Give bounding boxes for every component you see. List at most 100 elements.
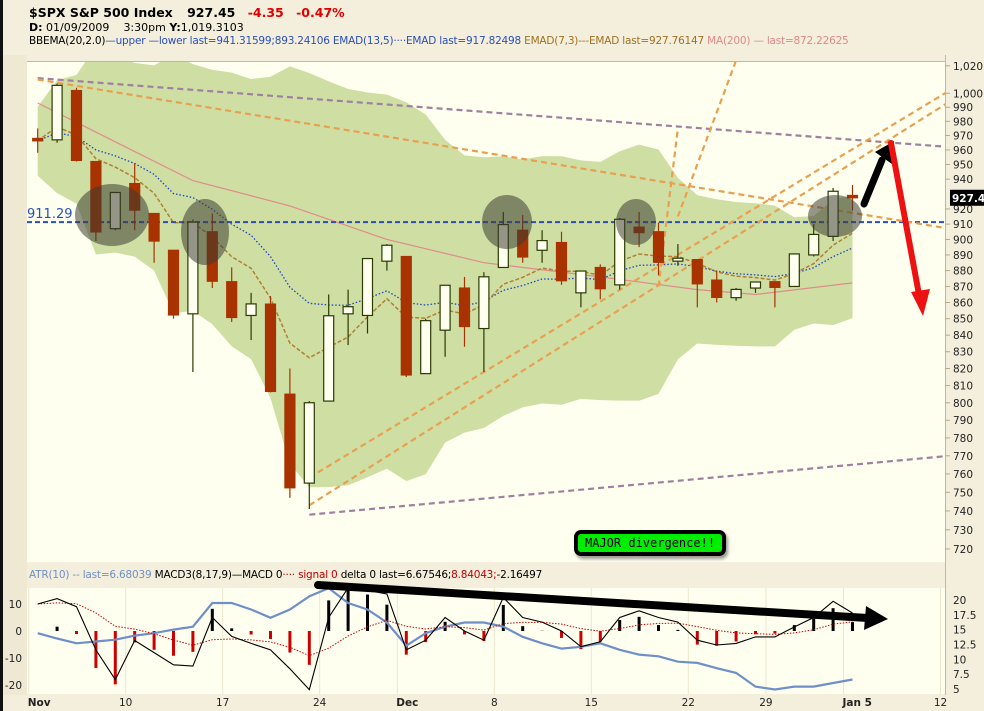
macd-histogram-bar (618, 620, 622, 631)
candle-body (749, 281, 762, 289)
y-tick-label: 740 (953, 506, 973, 518)
macd-histogram-bar (75, 631, 78, 635)
atr-tick-label: 15 (953, 625, 966, 637)
y-tick-label: 990 (953, 102, 973, 114)
ema7-last: EMAD last=927.76147 (588, 35, 705, 47)
x-tick-label: 15 (585, 697, 598, 709)
trendline (657, 128, 679, 287)
y-tick-label: 1,020 (953, 61, 983, 73)
macd-name: MACD3(8,17,9) (154, 569, 232, 581)
support-label: 911.29 (27, 207, 73, 222)
y-tick-label: 730 (953, 525, 973, 537)
y-tick-label: 960 (953, 145, 973, 157)
highlight-circle (616, 199, 656, 245)
y-tick-label: 900 (953, 234, 973, 246)
price-change-pct: -0.47% (296, 5, 345, 20)
x-tick-label: 29 (759, 697, 772, 709)
macd-histogram-bar (521, 626, 525, 631)
price-layers (27, 62, 945, 516)
atr-name: ATR(10) (29, 569, 70, 581)
macd-histogram-bar (191, 631, 195, 652)
candle-body (148, 212, 160, 242)
highlight-circle (181, 199, 229, 265)
bollinger-band (37, 62, 853, 488)
drawings (75, 140, 930, 316)
macd-histogram-bar (482, 631, 486, 642)
candle-body (167, 249, 180, 316)
y-label: Y: (169, 21, 181, 34)
candle-body (769, 281, 781, 288)
candle-body (652, 231, 665, 263)
candle-body (575, 270, 587, 294)
divergence-arrowhead-icon (864, 606, 888, 630)
divergence-arrow-icon (314, 581, 872, 622)
atr-line (37, 588, 853, 691)
atr-tick-label: 5 (953, 684, 960, 696)
highlight-circle (808, 195, 862, 237)
y-tick-label: 910 (953, 219, 973, 231)
macd-histogram-bar (501, 604, 505, 631)
y-tick-label: 970 (953, 131, 973, 143)
macd-tick-label: -20 (5, 680, 22, 692)
macd-histogram-bar (851, 622, 854, 631)
candle-body (711, 279, 723, 299)
ema13-name: EMAD(13,5) (332, 35, 394, 47)
y-tick-label: 800 (953, 398, 973, 410)
macd-histogram-bar (269, 631, 272, 640)
macd-histogram-bar (598, 631, 602, 642)
axes: 1,020 1,000 990 980 970 960 950 940 920 910 900 890… (5, 61, 984, 709)
macd-tick-label: 0 (15, 626, 22, 638)
macd-histogram-bar (113, 631, 117, 685)
price-badge (950, 189, 984, 206)
highlight-circle (75, 184, 149, 246)
y-tick-label: 1,000 (953, 88, 983, 100)
macd-histogram-bar (637, 616, 641, 631)
x-tick-label: Jan 5 (842, 697, 872, 709)
candle-body (555, 241, 568, 282)
macd-histogram-bar (230, 628, 234, 631)
y-tick-label: 870 (953, 281, 973, 293)
candle-body (303, 402, 315, 484)
y-tick-label: 940 (953, 174, 973, 186)
trendline (308, 103, 945, 507)
macd-histogram-bar (560, 631, 563, 638)
macd-plot (37, 581, 888, 691)
macd-histogram-bar (55, 626, 59, 631)
bb-last: last=941.31599;893.24106 (189, 35, 330, 47)
x-tick-label: 17 (216, 697, 229, 709)
ema13-last: EMAD last=917.82498 (405, 35, 521, 47)
trendline (37, 78, 945, 230)
macd-histogram-bar (754, 631, 757, 635)
ema7-name: EMAD(7,3) (524, 35, 579, 47)
macd-histogram-bar (792, 625, 796, 631)
arrow-down-icon (888, 140, 930, 316)
x-tick-label: 8 (491, 697, 498, 709)
time-value: 3:30pm (123, 21, 166, 34)
y-tick-label: 860 (953, 297, 973, 309)
atr-tick-label: 12.5 (953, 639, 976, 651)
x-tick-label: 24 (313, 697, 327, 709)
signal-last: 8.84043; (451, 569, 497, 581)
macd-histogram-bar (385, 604, 389, 631)
macd-histogram-bar (657, 625, 660, 631)
macd-histogram-bar (366, 594, 369, 631)
candle-body (808, 233, 820, 256)
macd-tick-label: 10 (9, 599, 22, 611)
candle-body (323, 315, 335, 402)
macd-line-label: MACD 0 (242, 569, 283, 581)
macd-histogram-bar (579, 631, 583, 650)
bb-name: BBEMA(20,2.0) (29, 35, 106, 47)
candle-body (70, 89, 83, 162)
candle-body (458, 287, 471, 328)
macd-histogram-bar (346, 588, 350, 631)
macd-line (37, 588, 853, 691)
x-tick-label: 12 (934, 697, 947, 709)
candle-body (478, 276, 490, 330)
x-tick-label: Dec (396, 697, 418, 709)
macd-histogram-bar (210, 608, 214, 631)
y-value: 1,019.3103 (180, 21, 244, 34)
atr-last: last=6.68039 (82, 569, 152, 581)
candle-body (730, 288, 742, 299)
date-value: 01/09/2009 (46, 21, 110, 34)
